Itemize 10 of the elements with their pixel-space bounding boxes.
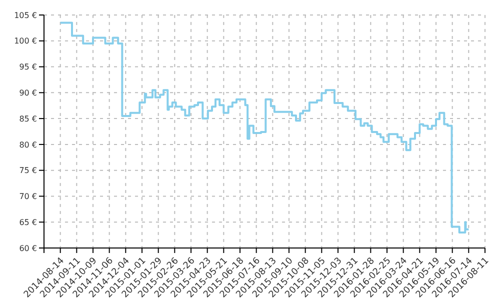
y-tick-label: 90 € xyxy=(19,88,37,98)
y-tick-label: 70 € xyxy=(19,192,37,202)
y-tick-label: 65 € xyxy=(19,218,37,227)
y-tick-label: 85 € xyxy=(19,114,37,124)
y-tick-label: 60 € xyxy=(19,244,37,253)
y-tick-label: 75 € xyxy=(19,166,37,176)
y-tick-label: 95 € xyxy=(19,62,37,72)
y-tick-label: 105 € xyxy=(14,10,37,20)
y-tick-label: 100 € xyxy=(14,36,37,46)
y-tick-label: 80 € xyxy=(19,140,37,150)
